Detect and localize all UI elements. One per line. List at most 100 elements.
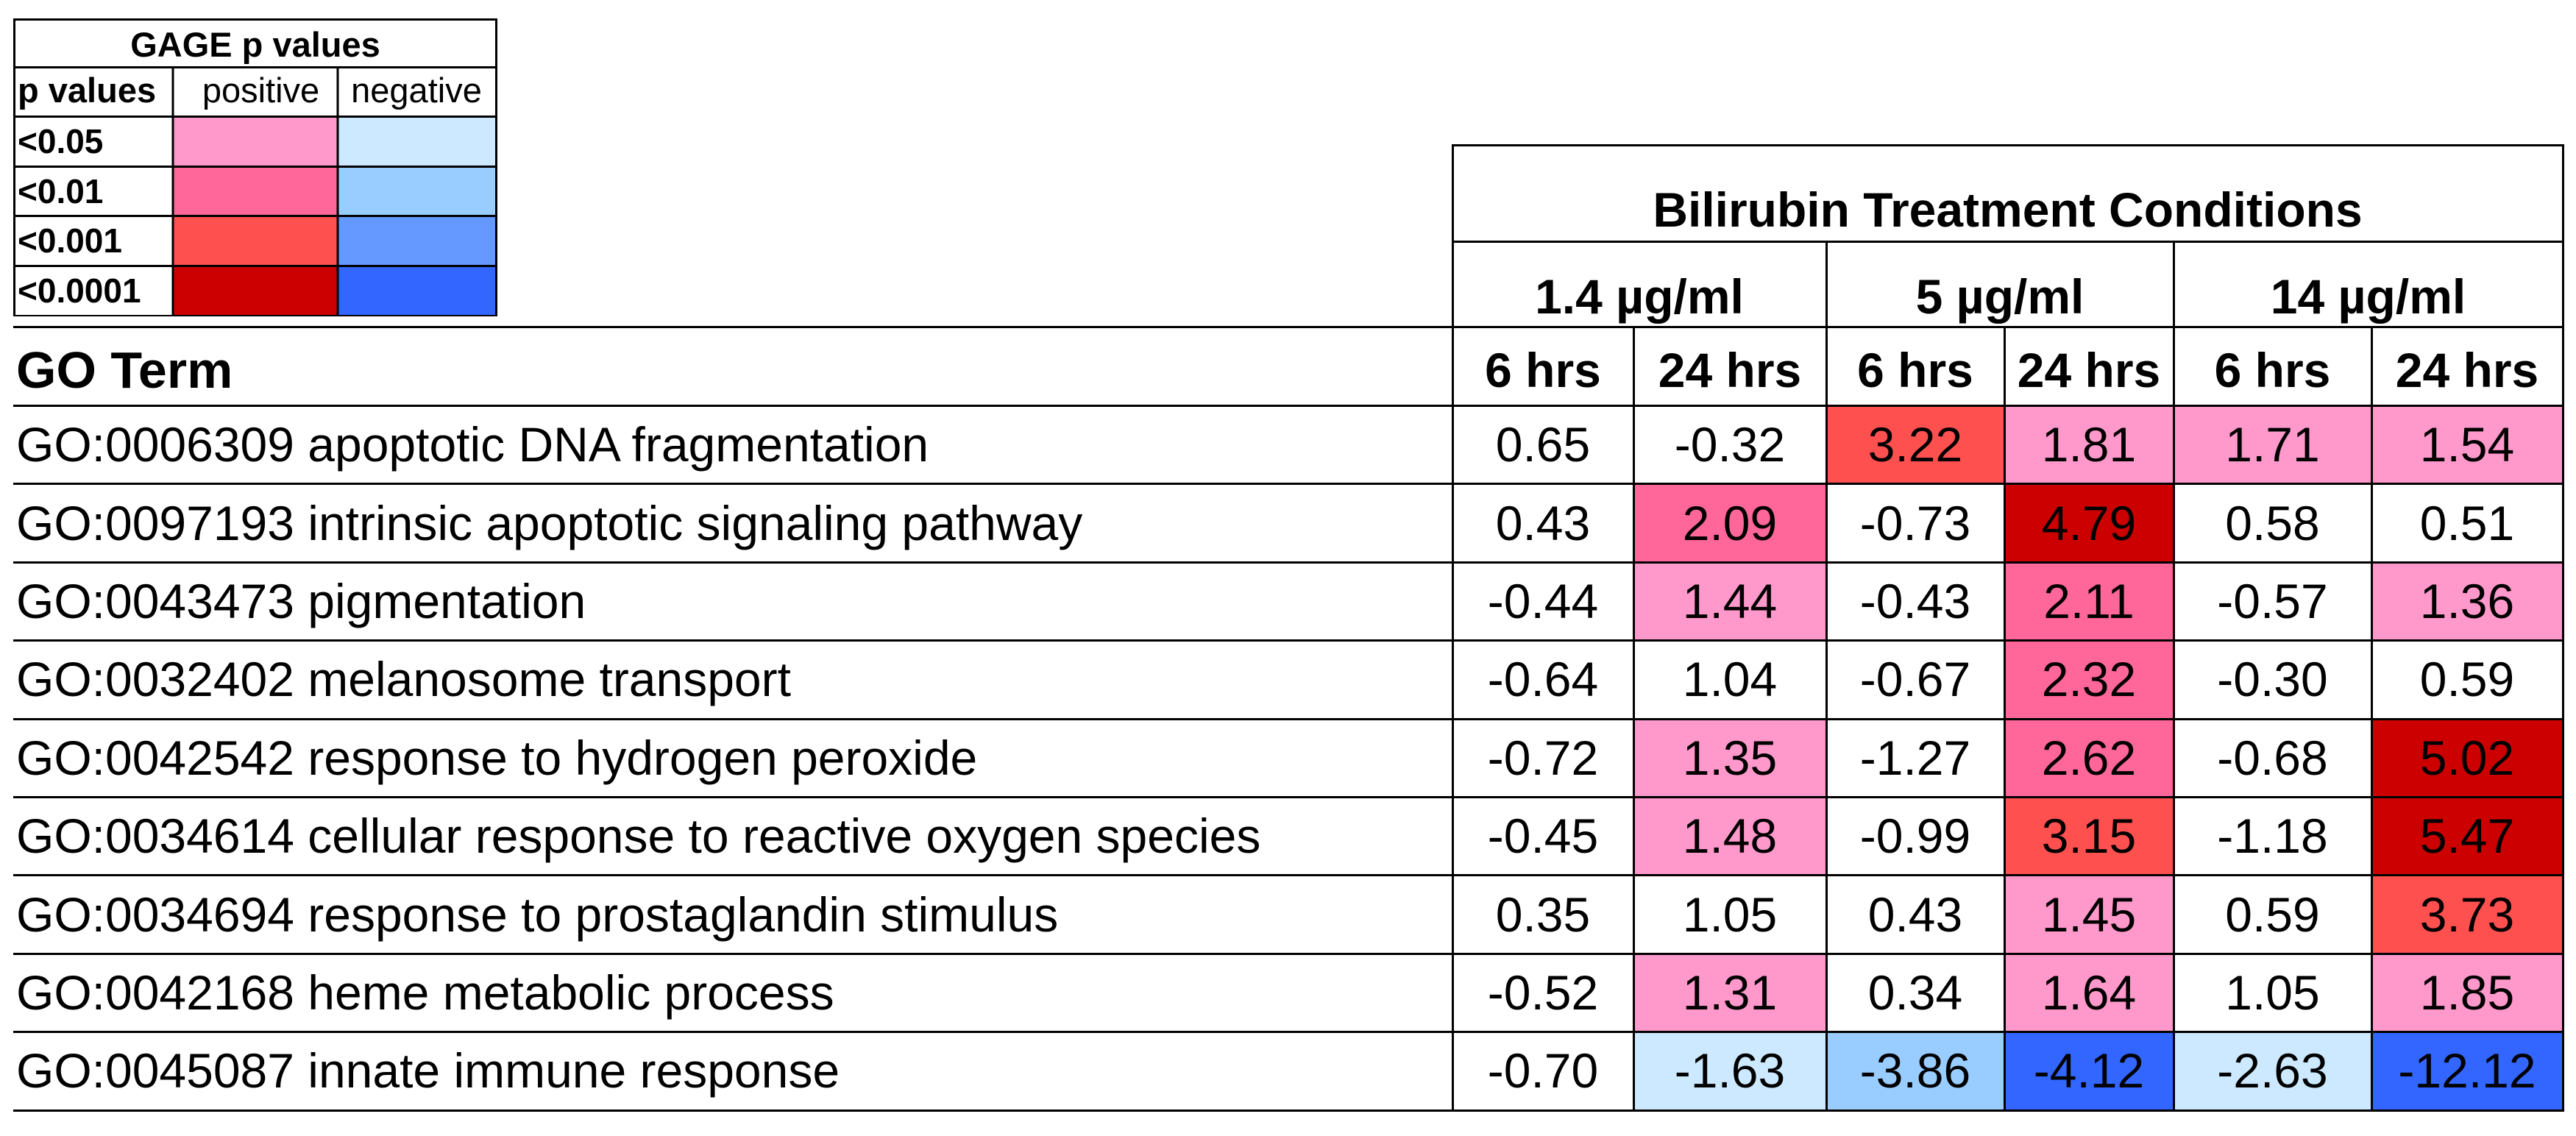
value-cell: 1.31 — [1633, 953, 1826, 1032]
time-header: 24 hrs — [1658, 342, 1802, 397]
value-cell: 1.05 — [1682, 887, 1778, 942]
value-cell: 5.47 — [2371, 797, 2563, 876]
value-cell: 1.36 — [2371, 561, 2563, 641]
table-hline — [13, 561, 2563, 564]
value-cell: 2.32 — [2004, 640, 2174, 719]
table-hline — [13, 326, 2563, 328]
table-hline — [13, 953, 2563, 955]
time-header: 24 hrs — [2017, 342, 2161, 397]
concentration-header-2: 5 µg/ml — [1915, 269, 2084, 324]
value-cell: -3.86 — [1826, 1032, 2004, 1110]
concentration-header-1: 1.4 µg/ml — [1535, 269, 1744, 324]
pvalue-legend: GAGE p values p values positive negative… — [13, 18, 497, 316]
value-cell: -0.67 — [1859, 652, 1971, 707]
value-cell: 1.71 — [2174, 405, 2371, 484]
legend-grid — [13, 18, 497, 316]
legend-negative-swatch — [338, 116, 497, 166]
legend-col-pvalues: p values — [18, 71, 157, 110]
go-term-label: GO:0034694 response to prostaglandin sti… — [16, 887, 1059, 942]
value-cell: 0.59 — [2419, 652, 2515, 707]
go-term-label: GO:0006309 apoptotic DNA fragmentation — [16, 417, 929, 472]
concentration-header-3: 14 µg/ml — [2270, 269, 2466, 324]
table-vline — [2562, 144, 2564, 1112]
legend-negative-swatch — [338, 265, 497, 315]
go-term-label: GO:0043473 pigmentation — [16, 573, 586, 628]
go-term-label: GO:0097193 intrinsic apoptotic signaling… — [16, 495, 1083, 550]
value-cell: 3.15 — [2004, 797, 2174, 876]
legend-positive-swatch — [173, 265, 338, 315]
value-cell: 1.05 — [2225, 965, 2320, 1020]
value-cell: 0.51 — [2419, 495, 2515, 550]
value-cell: 1.45 — [2004, 875, 2174, 954]
value-cell: -0.64 — [1487, 652, 1599, 707]
table-hline — [1452, 144, 2563, 146]
value-cell: -0.73 — [1859, 495, 1971, 550]
time-header: 6 hrs — [2214, 342, 2331, 397]
value-cell: 2.11 — [2004, 561, 2174, 641]
table-hline — [13, 718, 2563, 720]
value-cell: 1.54 — [2371, 405, 2563, 484]
value-cell: 1.64 — [2004, 953, 2174, 1032]
value-cell: -12.12 — [2371, 1032, 2563, 1110]
value-cell: -0.70 — [1487, 1043, 1599, 1098]
time-header: 24 hrs — [2395, 342, 2539, 397]
time-header: 6 hrs — [1857, 342, 1973, 397]
value-cell: 2.09 — [1633, 483, 1826, 562]
table-vline — [1825, 241, 1828, 1112]
legend-col-negative: negative — [351, 71, 482, 110]
value-cell: 3.73 — [2371, 875, 2563, 954]
value-cell: 4.79 — [2004, 483, 2174, 562]
value-cell: 0.59 — [2225, 887, 2320, 942]
value-cell: 2.62 — [2004, 718, 2174, 797]
value-cell: 1.44 — [1633, 561, 1826, 641]
go-term-label: GO:0042542 response to hydrogen peroxide — [16, 730, 978, 785]
value-cell: -0.57 — [2217, 573, 2328, 628]
legend-negative-swatch — [338, 215, 497, 265]
value-cell: -0.68 — [2217, 730, 2328, 785]
legend-negative-swatch — [338, 166, 497, 215]
go-term-header: GO Term — [16, 341, 233, 399]
value-cell: 0.65 — [1495, 417, 1591, 472]
table-hline — [13, 874, 2563, 876]
table-title: Bilirubin Treatment Conditions — [1653, 182, 2363, 237]
value-cell: 0.43 — [1867, 887, 1963, 942]
value-cell: 1.04 — [1682, 652, 1778, 707]
legend-positive-swatch — [173, 215, 338, 265]
value-cell: -0.43 — [1859, 573, 1971, 628]
value-cell: 1.81 — [2004, 405, 2174, 484]
value-cell: 3.22 — [1826, 405, 2004, 484]
value-cell: -0.30 — [2217, 652, 2328, 707]
value-cell: -0.32 — [1674, 417, 1786, 472]
table-hline — [13, 796, 2563, 798]
table-hline — [13, 1031, 2563, 1033]
legend-row-label: <0.001 — [18, 221, 122, 260]
value-cell: -1.27 — [1859, 730, 1971, 785]
table-hline — [1452, 241, 2563, 243]
table-hline — [13, 1110, 2563, 1112]
value-cell: 0.35 — [1495, 887, 1591, 942]
value-cell: 1.35 — [1633, 718, 1826, 797]
table-vline — [2371, 326, 2373, 1112]
go-term-label: GO:0045087 innate immune response — [16, 1043, 840, 1098]
table-vline — [1633, 326, 1635, 1112]
go-term-label: GO:0032402 melanosome transport — [16, 652, 791, 707]
value-cell: 0.34 — [1867, 965, 1963, 1020]
legend-row-label: <0.01 — [18, 172, 104, 210]
legend-positive-swatch — [173, 166, 338, 215]
table-vline — [2173, 241, 2175, 1112]
table-vline — [1452, 144, 1454, 1112]
table-hline — [13, 405, 2563, 407]
value-cell: -1.63 — [1633, 1032, 1826, 1110]
table-hline — [13, 639, 2563, 642]
value-cell: -2.63 — [2174, 1032, 2371, 1110]
value-cell: -0.52 — [1487, 965, 1599, 1020]
value-cell: -0.45 — [1487, 809, 1599, 864]
legend-positive-swatch — [173, 116, 338, 166]
go-term-label: GO:0034614 cellular response to reactive… — [16, 809, 1261, 864]
value-cell: -0.99 — [1859, 809, 1971, 864]
value-cell: 5.02 — [2371, 718, 2563, 797]
legend-title: GAGE p values — [130, 25, 380, 64]
time-header: 6 hrs — [1485, 342, 1601, 397]
legend-row-label: <0.05 — [18, 122, 104, 160]
